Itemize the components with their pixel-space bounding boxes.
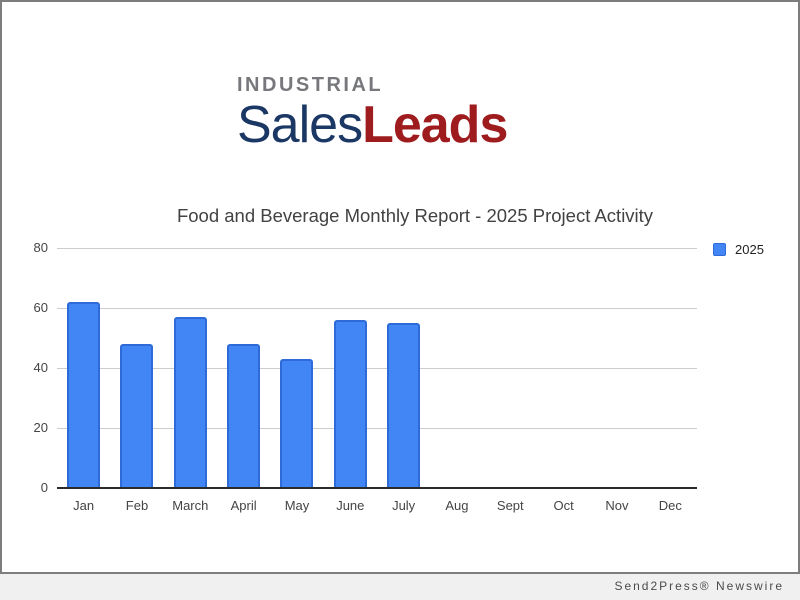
bar-column-june [324,248,377,488]
x-tick-label-oct: Oct [553,498,574,513]
bar-column-april [217,248,270,488]
x-tick-label-sept: Sept [496,498,524,513]
legend-label: 2025 [735,242,764,257]
gridline-20 [57,428,697,429]
logo-sales-text: Sales [237,96,363,154]
bar-may [280,359,314,488]
bar-column-oct [537,248,590,488]
logo-industrial-text: INDUSTRIAL [237,74,384,96]
x-tick-label-july: July [392,498,416,513]
content-card: INDUSTRIAL SalesLeads Food and Beverage … [0,0,800,574]
footer-credit: Send2Press® Newswire [614,579,784,593]
x-tick-label-feb: Feb [125,498,149,513]
logo-salesleads-text: SalesLeads [237,96,508,154]
bar-column-july [377,248,430,488]
bar-june [333,320,367,488]
gridline-60 [57,308,697,309]
gridline-80 [57,248,697,249]
y-tick-label: 40 [33,360,48,375]
bar-april [227,344,261,488]
bar-column-jan [57,248,110,488]
x-tick-label-april: April [230,498,257,513]
x-tick-label-june: June [336,498,365,513]
x-tick-label-nov: Nov [605,498,629,513]
gridline-40 [57,368,697,369]
x-axis-labels: Jan Feb March April May June July Aug Sept Oct Nov… [57,498,697,513]
bar-column-feb [110,248,163,488]
x-tick-label-march: March [172,498,209,513]
bar-column-march [164,248,217,488]
bars [57,248,697,488]
legend-color-swatch [713,243,726,256]
y-tick-label: 0 [40,480,48,495]
bar-column-nov [590,248,643,488]
chart-legend: 2025 [713,242,764,257]
logo-leads-text: Leads [362,96,508,154]
x-axis-line [57,487,697,489]
y-tick-label: 60 [33,300,48,315]
bar-july [387,323,421,488]
x-tick-label-aug: Aug [445,498,469,513]
x-tick-label-may: May [284,498,310,513]
bar-feb [120,344,154,488]
chart-title: Food and Beverage Monthly Report - 2025 … [176,205,654,226]
bar-column-aug [430,248,483,488]
bar-column-dec [644,248,697,488]
bar-jan [67,302,101,488]
y-tick-label: 80 [33,240,48,255]
y-tick-label: 20 [33,420,48,435]
x-tick-label-dec: Dec [658,498,682,513]
bar-column-sept [484,248,537,488]
industrial-salesleads-logo: INDUSTRIAL SalesLeads [237,74,508,154]
plot-area [57,248,697,489]
x-tick-label-jan: Jan [73,498,95,513]
bar-march [173,317,207,488]
bar-column-may [270,248,323,488]
